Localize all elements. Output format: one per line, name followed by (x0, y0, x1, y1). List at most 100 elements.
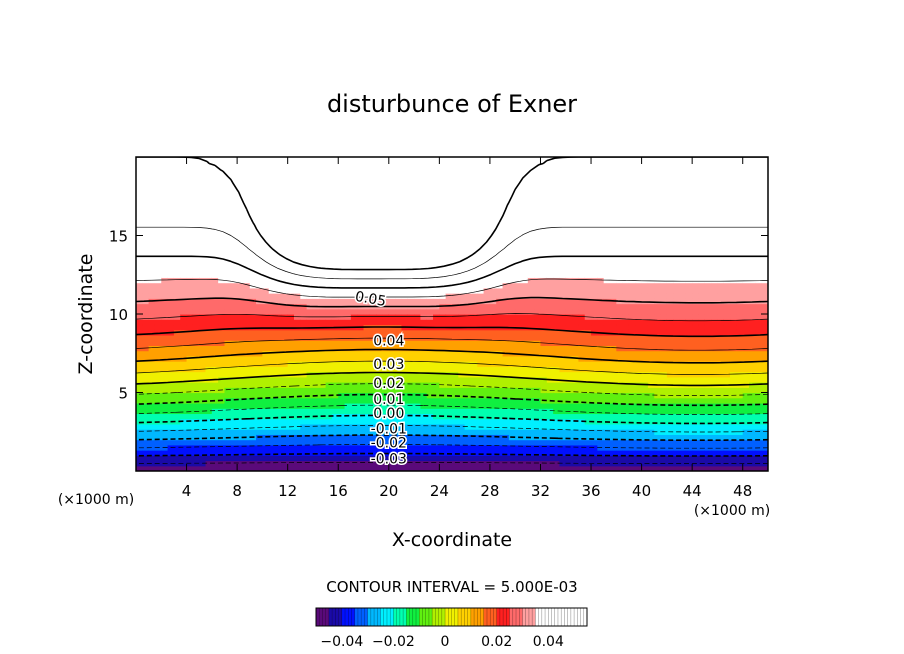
field-cell (205, 455, 213, 462)
field-cell (546, 282, 554, 289)
field-cell (388, 188, 396, 195)
field-cell (154, 230, 162, 237)
field-cell (331, 308, 339, 315)
field-cell (237, 266, 245, 273)
field-cell (161, 209, 169, 216)
field-cell (458, 225, 466, 231)
field-cell (300, 382, 308, 388)
field-cell (407, 214, 415, 221)
field-cell (161, 397, 169, 404)
field-cell (136, 256, 143, 263)
field-cell (489, 434, 497, 441)
field-cell (616, 251, 624, 258)
field-cell (256, 361, 263, 367)
field-cell (553, 423, 561, 430)
field-cell (420, 455, 428, 462)
field-cell (496, 429, 504, 435)
field-cell (401, 329, 409, 336)
field-cell (414, 162, 421, 169)
field-cell (186, 240, 194, 247)
field-cell (420, 355, 428, 362)
field-cell (534, 209, 542, 216)
field-cell (369, 204, 377, 210)
field-cell (281, 418, 289, 425)
field-cell (414, 460, 421, 467)
field-cell (268, 177, 276, 184)
field-cell (515, 392, 523, 399)
field-cell (628, 214, 636, 221)
field-cell (154, 355, 162, 362)
field-cell (616, 287, 624, 294)
field-cell (249, 230, 257, 237)
field-cell (584, 293, 592, 299)
field-cell (205, 450, 213, 456)
field-cell (559, 193, 567, 200)
field-cell (647, 392, 655, 399)
field-cell (439, 188, 447, 195)
field-cell (300, 408, 308, 415)
field-cell (363, 413, 371, 420)
field-cell (527, 214, 535, 221)
field-cell (527, 324, 535, 331)
field-cell (262, 361, 270, 367)
field-cell (527, 423, 535, 430)
field-cell (420, 225, 428, 231)
field-cell (578, 167, 586, 174)
field-cell (148, 209, 156, 216)
field-cell (540, 287, 548, 294)
field-cell (527, 355, 535, 362)
field-cell (230, 460, 238, 467)
field-cell (338, 434, 346, 441)
field-cell (610, 266, 617, 273)
field-cell (243, 355, 251, 362)
field-cell (445, 162, 453, 169)
field-cell (591, 455, 598, 462)
field-cell (395, 277, 403, 284)
field-cell (148, 282, 156, 289)
field-cell (635, 251, 643, 258)
field-cell (584, 408, 592, 415)
field-cell (635, 429, 643, 435)
field-cell (508, 460, 516, 467)
field-cell (192, 350, 200, 357)
field-cell (325, 204, 333, 210)
field-cell (218, 204, 226, 210)
field-cell (458, 434, 466, 441)
field-cell (395, 355, 403, 362)
field-cell (148, 240, 156, 247)
field-cell (489, 366, 497, 373)
field-cell (578, 345, 586, 352)
field-cell (445, 444, 453, 451)
field-cell (211, 355, 219, 362)
field-cell (527, 455, 535, 462)
field-cell (275, 319, 282, 326)
field-cell (388, 157, 396, 163)
field-cell (205, 172, 213, 179)
field-cell (319, 230, 327, 237)
field-cell (508, 266, 516, 273)
field-cell (154, 256, 162, 263)
field-cell (230, 376, 238, 383)
field-cell (388, 371, 396, 378)
field-cell (654, 214, 662, 221)
field-cell (603, 188, 611, 195)
field-cell (262, 298, 270, 305)
field-cell (192, 293, 200, 299)
field-cell (452, 287, 459, 294)
field-cell (161, 376, 169, 383)
field-cell (496, 460, 504, 467)
field-cell (243, 282, 251, 289)
field-cell (603, 225, 611, 231)
field-cell (357, 225, 365, 231)
field-cell (256, 418, 263, 425)
field-cell (350, 355, 358, 362)
field-cell (464, 334, 472, 341)
field-cell (647, 361, 655, 367)
field-cell (312, 209, 320, 216)
field-cell (458, 209, 466, 216)
field-cell (597, 293, 605, 299)
field-cell (654, 324, 662, 331)
field-cell (534, 293, 542, 299)
field-cell (426, 387, 434, 394)
field-cell (572, 423, 579, 430)
